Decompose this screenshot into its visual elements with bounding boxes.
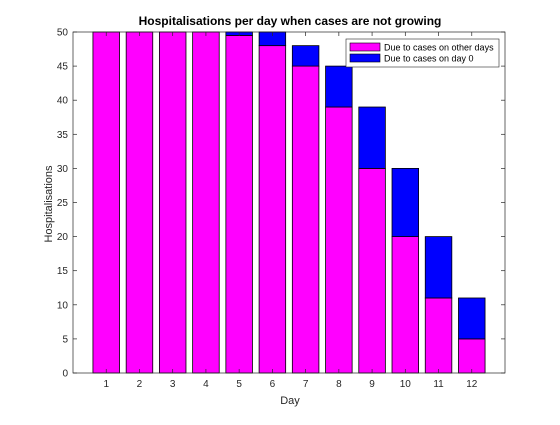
y-tick-label: 40 (57, 96, 69, 107)
legend-swatch-other-days (349, 42, 381, 52)
x-tick-label: 5 (236, 379, 242, 390)
bar-other-days-3 (158, 31, 187, 374)
x-tick-label: 1 (103, 379, 109, 390)
bar-other-days-11 (424, 297, 453, 374)
bar-day-0-11 (424, 236, 453, 299)
bar-other-days-9 (358, 167, 386, 374)
x-tick-label: 9 (369, 379, 375, 390)
y-tick-label: 45 (57, 62, 69, 73)
x-axis-label: Day (280, 395, 300, 407)
bar-other-days-6 (258, 45, 287, 374)
bar-day-0-8 (325, 65, 353, 108)
bar-other-days-2 (125, 31, 154, 374)
x-tick-label: 7 (303, 379, 309, 390)
legend-label-other-days: Due to cases on other days (384, 43, 494, 53)
bar-other-days-12 (458, 338, 486, 374)
y-tick-label: 0 (62, 369, 68, 380)
bar-day-0-7 (291, 45, 320, 67)
bar-other-days-10 (391, 236, 419, 374)
legend-swatch-day-0 (349, 53, 381, 63)
bar-other-days-7 (291, 65, 320, 374)
y-axis-label: Hospitalisations (43, 165, 55, 243)
x-tick-label: 4 (203, 379, 209, 390)
bar-day-0-12 (458, 297, 486, 340)
bar-other-days-5 (225, 35, 253, 374)
bar-other-days-8 (325, 106, 353, 374)
x-tick-label: 3 (170, 379, 176, 390)
x-tick-label: 10 (400, 379, 412, 390)
x-tick-label: 11 (433, 379, 444, 390)
bar-other-days-1 (92, 31, 120, 374)
bar-day-0-10 (391, 167, 419, 237)
x-tick-label: 2 (137, 379, 143, 390)
chart-title: Hospitalisations per day when cases are … (139, 14, 442, 28)
x-tick-label: 6 (270, 379, 276, 390)
y-tick-label: 5 (62, 334, 68, 345)
legend-label-day-0: Due to cases on day 0 (384, 54, 474, 64)
x-tick-label: 8 (336, 379, 342, 390)
y-tick-label: 25 (57, 198, 69, 209)
bar-other-days-4 (192, 31, 220, 374)
y-tick-label: 30 (57, 164, 69, 175)
y-tick-label: 15 (57, 266, 69, 277)
bar-day-0-9 (358, 106, 386, 169)
x-tick-label: 12 (466, 379, 478, 390)
y-tick-label: 35 (57, 130, 69, 141)
y-tick-label: 50 (57, 28, 69, 39)
y-tick-label: 10 (57, 300, 69, 311)
y-tick-label: 20 (57, 232, 69, 243)
